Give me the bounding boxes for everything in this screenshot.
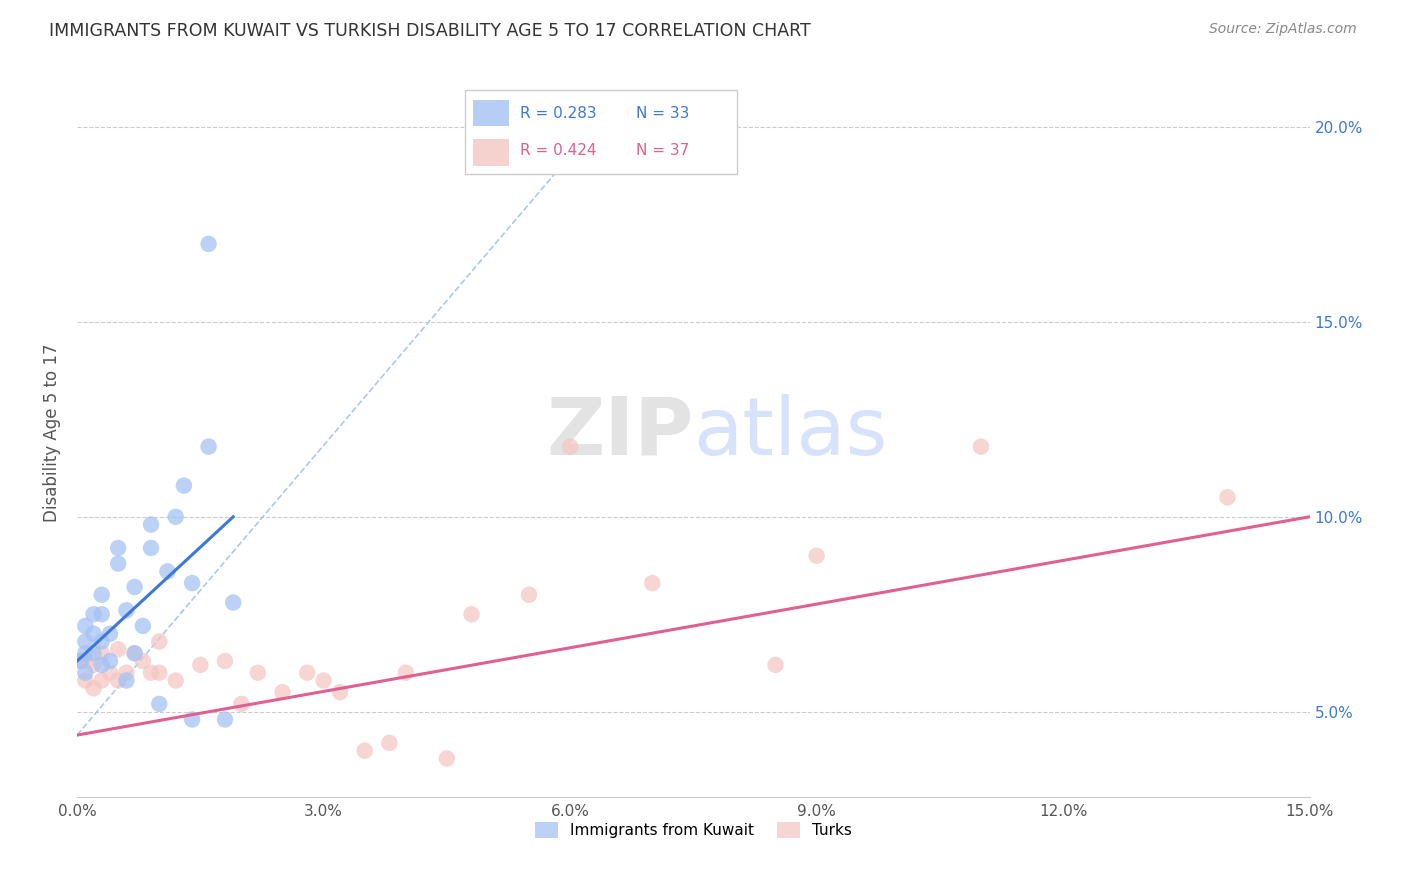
Point xyxy=(139,541,162,555)
Text: IMMIGRANTS FROM KUWAIT VS TURKISH DISABILITY AGE 5 TO 17 CORRELATION CHART: IMMIGRANTS FROM KUWAIT VS TURKISH DISABI… xyxy=(49,22,811,40)
Point xyxy=(329,685,352,699)
Point xyxy=(90,607,112,622)
Point xyxy=(98,626,121,640)
Point xyxy=(124,580,146,594)
Text: ZIP: ZIP xyxy=(546,394,693,472)
Point xyxy=(460,607,482,622)
Point xyxy=(98,665,121,680)
Point xyxy=(641,576,664,591)
Point xyxy=(378,736,401,750)
Point xyxy=(83,626,105,640)
Point xyxy=(83,657,105,672)
Point xyxy=(115,673,138,688)
Point xyxy=(222,595,245,609)
Y-axis label: Disability Age 5 to 17: Disability Age 5 to 17 xyxy=(44,343,60,522)
Point xyxy=(436,751,458,765)
Point xyxy=(517,588,540,602)
Point xyxy=(1216,491,1239,505)
Point xyxy=(139,665,162,680)
Text: atlas: atlas xyxy=(693,394,887,472)
Point xyxy=(124,646,146,660)
Point xyxy=(214,713,236,727)
Point xyxy=(132,654,155,668)
Point xyxy=(75,654,97,668)
Point xyxy=(148,697,170,711)
Point xyxy=(75,646,97,660)
Point xyxy=(107,642,129,657)
Point xyxy=(970,440,993,454)
Point xyxy=(139,517,162,532)
Point xyxy=(197,236,219,251)
Point xyxy=(197,440,219,454)
Point xyxy=(90,588,112,602)
Text: Source: ZipAtlas.com: Source: ZipAtlas.com xyxy=(1209,22,1357,37)
Point xyxy=(107,541,129,555)
Point xyxy=(181,576,204,591)
Point xyxy=(90,673,112,688)
Point xyxy=(295,665,318,680)
Point xyxy=(98,654,121,668)
Point xyxy=(156,565,179,579)
Point xyxy=(90,657,112,672)
Legend: Immigrants from Kuwait, Turks: Immigrants from Kuwait, Turks xyxy=(529,816,858,845)
Point xyxy=(83,607,105,622)
Point xyxy=(83,646,105,660)
Point xyxy=(765,657,787,672)
Point xyxy=(75,619,97,633)
Point xyxy=(75,634,97,648)
Point xyxy=(181,713,204,727)
Point xyxy=(231,697,253,711)
Point xyxy=(90,634,112,648)
Point xyxy=(70,654,93,668)
Point xyxy=(115,603,138,617)
Point xyxy=(115,665,138,680)
Point xyxy=(246,665,269,680)
Point xyxy=(132,619,155,633)
Point xyxy=(806,549,828,563)
Point xyxy=(107,557,129,571)
Point xyxy=(75,673,97,688)
Point xyxy=(148,634,170,648)
Point xyxy=(107,673,129,688)
Point xyxy=(70,654,93,668)
Point xyxy=(165,673,187,688)
Point xyxy=(83,681,105,696)
Point xyxy=(148,665,170,680)
Point xyxy=(353,744,375,758)
Point xyxy=(173,478,195,492)
Point xyxy=(214,654,236,668)
Point xyxy=(312,673,335,688)
Point xyxy=(75,665,97,680)
Point xyxy=(271,685,294,699)
Point xyxy=(188,657,211,672)
Point xyxy=(90,646,112,660)
Point xyxy=(124,646,146,660)
Point xyxy=(395,665,418,680)
Point xyxy=(558,440,581,454)
Point xyxy=(165,509,187,524)
